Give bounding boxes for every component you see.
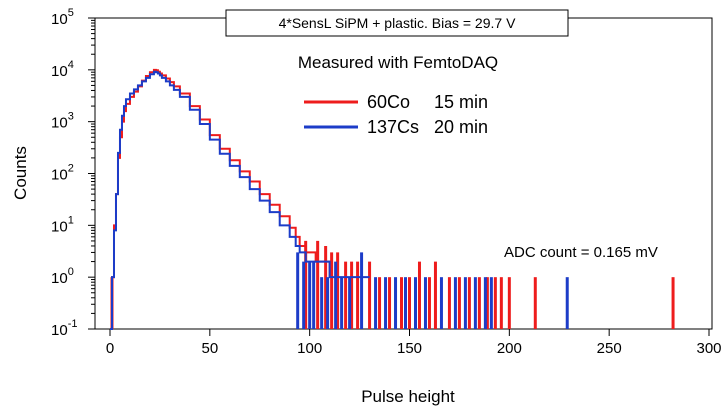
x-tick-label: 150 xyxy=(397,340,422,357)
y-tick-label: 101 xyxy=(51,214,74,235)
y-axis-title: Counts xyxy=(11,146,30,200)
adc-annotation: ADC count = 0.165 mV xyxy=(504,244,658,261)
y-tick-label: 103 xyxy=(51,111,74,132)
legend-label-137cs: 137Cs xyxy=(367,117,419,137)
legend-duration-60co: 15 min xyxy=(434,92,488,112)
y-tick-label: 100 xyxy=(51,266,74,287)
legend: 60Co 15 min 137Cs 20 min xyxy=(304,92,488,137)
x-axis-title: Pulse height xyxy=(361,387,455,406)
series-line-137cs xyxy=(110,70,370,330)
y-tick-label: 10-1 xyxy=(51,318,77,339)
x-tick-label: 0 xyxy=(106,340,114,357)
legend-duration-137cs: 20 min xyxy=(434,117,488,137)
series-layer xyxy=(110,68,675,330)
x-tick-label: 50 xyxy=(201,340,218,357)
x-tick-label: 200 xyxy=(497,340,522,357)
title-box xyxy=(225,9,569,37)
chart-title: 4*SensL SiPM + plastic. Bias = 29.7 V xyxy=(279,15,516,31)
y-tick-label: 104 xyxy=(51,59,74,80)
x-tick-label: 100 xyxy=(297,340,322,357)
x-tick-label: 300 xyxy=(696,340,721,357)
y-tick-label: 105 xyxy=(51,7,74,28)
x-tick-label: 250 xyxy=(597,340,622,357)
chart-subtitle: Measured with FemtoDAQ xyxy=(298,53,498,72)
axis-ticks: 0 50 100 150 200 250 300 10-1 100 101 102 103 104 105 xyxy=(51,7,722,357)
legend-label-60co: 60Co xyxy=(367,92,410,112)
y-tick-label: 102 xyxy=(51,163,74,184)
